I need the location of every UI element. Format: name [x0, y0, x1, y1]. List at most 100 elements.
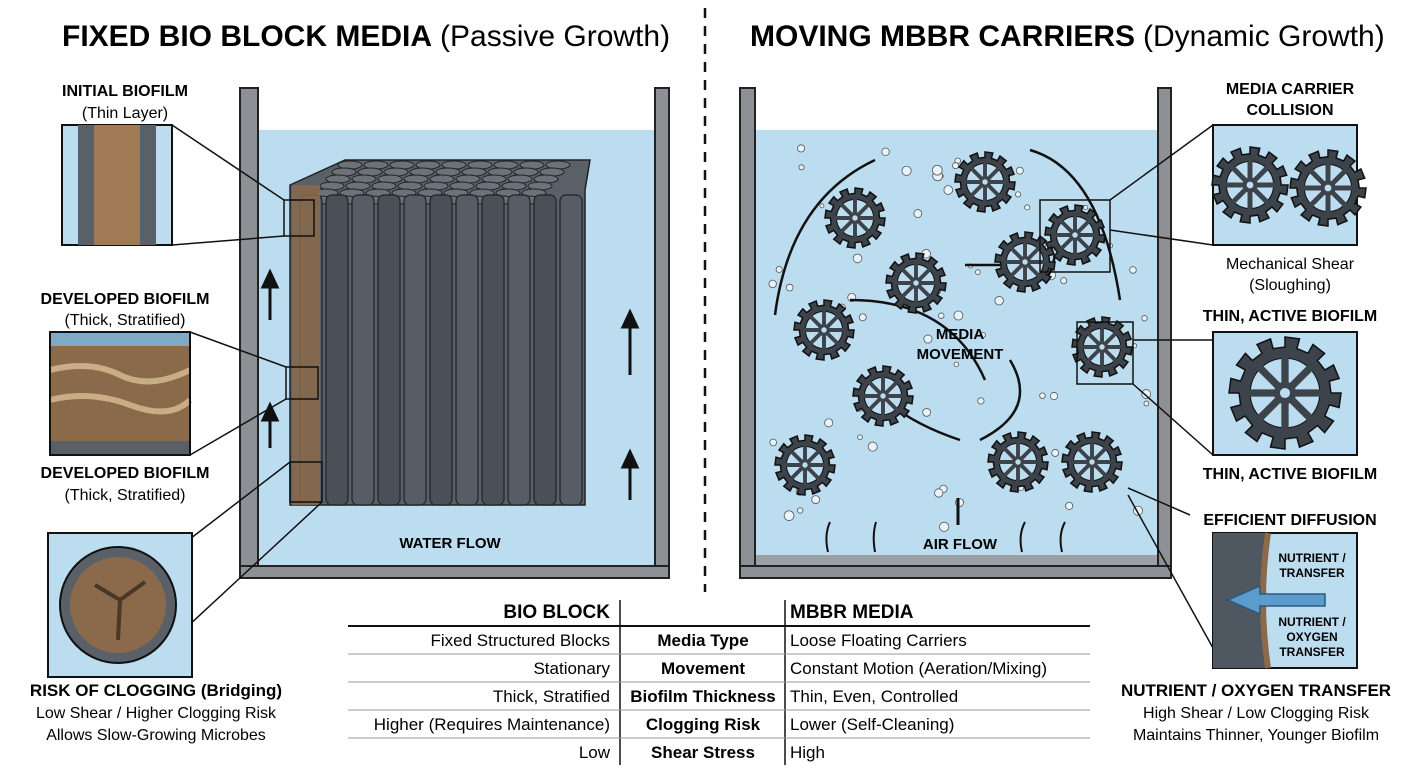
mbbr-value: High	[790, 743, 825, 762]
bubble	[811, 495, 821, 504]
bubble	[952, 162, 960, 170]
comparison-table: BIO BLOCK MBBR MEDIA Fixed Structured Bl…	[348, 600, 1090, 765]
svg-text:Maintains Thinner, Younger Bio: Maintains Thinner, Younger Biofilm	[1133, 727, 1379, 744]
tube	[533, 194, 557, 506]
bubble	[785, 283, 794, 292]
svg-text:(Thick, Stratified): (Thick, Stratified)	[65, 312, 186, 329]
bubble	[1065, 501, 1074, 510]
mbbr-value: Loose Floating Carriers	[790, 631, 967, 650]
bubble	[923, 334, 933, 344]
bubble	[901, 165, 912, 176]
svg-text:NUTRIENT / OXYGEN TRANSFER: NUTRIENT / OXYGEN TRANSFER	[1121, 681, 1391, 700]
bubble	[938, 312, 945, 319]
bubble	[975, 269, 981, 276]
bubble	[824, 418, 834, 428]
tube	[325, 194, 349, 506]
bubble	[977, 397, 985, 405]
bubble	[858, 313, 867, 322]
bubble	[852, 253, 863, 264]
table-row: Low Shear Stress High	[579, 743, 825, 762]
bubble	[934, 488, 944, 498]
mbbr-carrier	[1061, 431, 1123, 493]
tube	[455, 194, 479, 506]
bio-block-value: Fixed Structured Blocks	[430, 631, 610, 650]
bubble	[943, 185, 954, 195]
mbbr-carrier	[793, 299, 855, 361]
bubble	[1049, 392, 1059, 401]
svg-text:DEVELOPED BIOFILM: DEVELOPED BIOFILM	[41, 465, 210, 482]
media-movement-label-2: MOVEMENT	[917, 346, 1004, 363]
mbbr-carrier	[774, 434, 836, 496]
mbbr-carrier	[954, 151, 1016, 213]
svg-text:RISK OF CLOGGING (Bridging): RISK OF CLOGGING (Bridging)	[30, 681, 282, 700]
bubble	[769, 438, 777, 447]
developed-biofilm-callout: DEVELOPED BIOFILM (Thick, Stratified) DE…	[41, 291, 319, 504]
bubble	[819, 203, 825, 209]
mbbr-carrier	[1071, 316, 1133, 378]
mbbr-carrier	[1044, 204, 1106, 266]
left-title: FIXED BIO BLOCK MEDIA (Passive Growth)	[62, 20, 670, 53]
mbbr-carrier	[885, 252, 947, 314]
svg-text:High Shear / Low Clogging Risk: High Shear / Low Clogging Risk	[1143, 705, 1370, 722]
carrier-closeup	[1228, 336, 1342, 450]
thin-biofilm-callout: THIN, ACTIVE BIOFILM THIN, ACTIVE BIOFIL…	[1076, 308, 1378, 483]
initial-biofilm-callout: INITIAL BIOFILM (Thin Layer)	[61, 83, 315, 246]
table-header-bio-block: BIO BLOCK	[503, 602, 610, 623]
biofilm-layer	[292, 185, 320, 505]
svg-text:(Thick, Stratified): (Thick, Stratified)	[65, 487, 186, 504]
mbbr-carrier	[852, 365, 914, 427]
bio-block-value: Higher (Requires Maintenance)	[374, 715, 610, 734]
bubble	[994, 296, 1004, 306]
svg-text:(Sloughing): (Sloughing)	[1249, 277, 1331, 294]
table-row: Stationary Movement Constant Motion (Aerat…	[348, 659, 1090, 683]
bubble	[1143, 400, 1150, 407]
svg-text:THIN, ACTIVE BIOFILM: THIN, ACTIVE BIOFILM	[1203, 308, 1378, 325]
row-label: Media Type	[657, 631, 748, 650]
svg-text:THIN, ACTIVE BIOFILM: THIN, ACTIVE BIOFILM	[1203, 466, 1378, 483]
bubble	[1024, 204, 1031, 211]
bubble	[1141, 389, 1152, 399]
bubble	[939, 521, 950, 532]
row-label: Shear Stress	[651, 743, 755, 762]
svg-text:COLLISION: COLLISION	[1246, 102, 1333, 119]
media-movement-label: MEDIA	[936, 326, 985, 343]
bubble	[881, 147, 890, 157]
svg-text:EFFICIENT DIFFUSION: EFFICIENT DIFFUSION	[1203, 512, 1376, 529]
diffusion-callout: EFFICIENT DIFFUSION NUTRIENT / TRANSFER …	[1121, 487, 1391, 744]
svg-text:(Thin Layer): (Thin Layer)	[82, 105, 168, 122]
bubble	[1015, 166, 1024, 175]
svg-text:DEVELOPED BIOFILM: DEVELOPED BIOFILM	[41, 291, 210, 308]
bubble	[867, 441, 878, 452]
row-label: Biofilm Thickness	[630, 687, 775, 706]
bubble	[1083, 204, 1089, 210]
air-flow-arrows	[825, 498, 1066, 553]
mbbr-value: Thin, Even, Controlled	[790, 687, 958, 706]
water-flow-arrows	[260, 268, 640, 500]
table-row: Thick, Stratified Biofilm Thickness Thin, …	[348, 687, 1090, 711]
svg-text:INITIAL BIOFILM: INITIAL BIOFILM	[62, 83, 188, 100]
bubble	[953, 310, 964, 321]
mbbr-carrier	[994, 231, 1056, 293]
bubble	[775, 265, 783, 273]
bubble	[768, 279, 777, 289]
fixed-bio-block-media	[289, 159, 591, 506]
bubble	[1039, 392, 1046, 399]
bio-block-value: Thick, Stratified	[493, 687, 610, 706]
tube	[429, 194, 453, 506]
table-header-mbbr: MBBR MEDIA	[790, 602, 914, 623]
tube	[403, 194, 427, 506]
mbbr-carrier	[987, 431, 1049, 493]
bubble	[1051, 449, 1060, 457]
clogging-callout: RISK OF CLOGGING (Bridging) Low Shear / …	[30, 461, 323, 744]
svg-text:OXYGEN: OXYGEN	[1286, 630, 1337, 644]
row-label: Movement	[661, 659, 745, 678]
collision-callout: MEDIA CARRIER COLLISION Mechanical Shear…	[1039, 81, 1367, 294]
colliding-carrier	[1211, 146, 1289, 224]
mbbr-carrier	[824, 187, 886, 249]
svg-text:MEDIA CARRIER: MEDIA CARRIER	[1226, 81, 1355, 98]
svg-text:Low Shear / Higher Clogging Ri: Low Shear / Higher Clogging Risk	[36, 705, 277, 722]
bio-block-value: Low	[579, 743, 611, 762]
mbbr-carriers	[774, 151, 1133, 496]
tube	[351, 194, 375, 506]
